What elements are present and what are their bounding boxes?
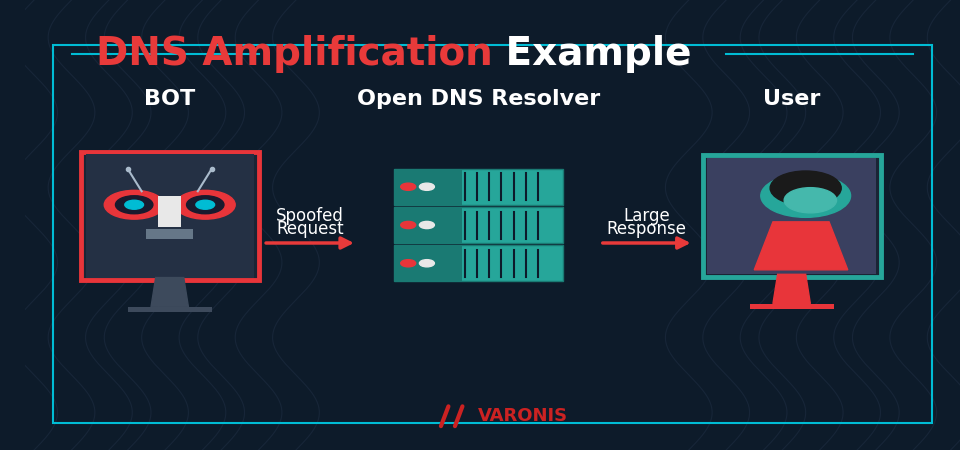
Circle shape: [196, 200, 215, 209]
Polygon shape: [755, 222, 848, 270]
FancyBboxPatch shape: [703, 155, 880, 277]
Polygon shape: [151, 278, 188, 307]
FancyBboxPatch shape: [750, 304, 833, 309]
Circle shape: [400, 260, 416, 267]
Circle shape: [784, 188, 836, 213]
Circle shape: [400, 221, 416, 229]
FancyBboxPatch shape: [395, 245, 462, 281]
FancyBboxPatch shape: [85, 154, 253, 278]
FancyBboxPatch shape: [128, 307, 212, 312]
FancyBboxPatch shape: [708, 158, 876, 274]
Text: User: User: [763, 89, 821, 109]
Circle shape: [105, 190, 164, 219]
FancyBboxPatch shape: [81, 152, 258, 280]
FancyBboxPatch shape: [395, 207, 462, 243]
Text: Spoofed: Spoofed: [276, 207, 344, 225]
Text: Request: Request: [276, 220, 344, 238]
Text: VARONIS: VARONIS: [478, 407, 568, 425]
Circle shape: [186, 196, 224, 214]
Text: Response: Response: [607, 220, 686, 238]
Circle shape: [125, 200, 144, 209]
FancyBboxPatch shape: [395, 245, 563, 281]
Text: DNS Amplification: DNS Amplification: [96, 35, 492, 73]
Circle shape: [420, 183, 434, 190]
Circle shape: [770, 171, 841, 205]
FancyBboxPatch shape: [395, 169, 462, 205]
Circle shape: [400, 183, 416, 190]
Circle shape: [760, 174, 851, 217]
Text: Large: Large: [623, 207, 670, 225]
FancyBboxPatch shape: [395, 169, 563, 205]
FancyBboxPatch shape: [158, 196, 180, 227]
Circle shape: [420, 260, 434, 267]
FancyBboxPatch shape: [146, 229, 193, 238]
Text: Example: Example: [492, 35, 692, 73]
Circle shape: [176, 190, 235, 219]
Text: BOT: BOT: [144, 89, 195, 109]
FancyBboxPatch shape: [395, 207, 563, 243]
Text: Open DNS Resolver: Open DNS Resolver: [357, 89, 600, 109]
Circle shape: [115, 196, 153, 214]
Polygon shape: [773, 274, 810, 304]
Circle shape: [420, 221, 434, 229]
